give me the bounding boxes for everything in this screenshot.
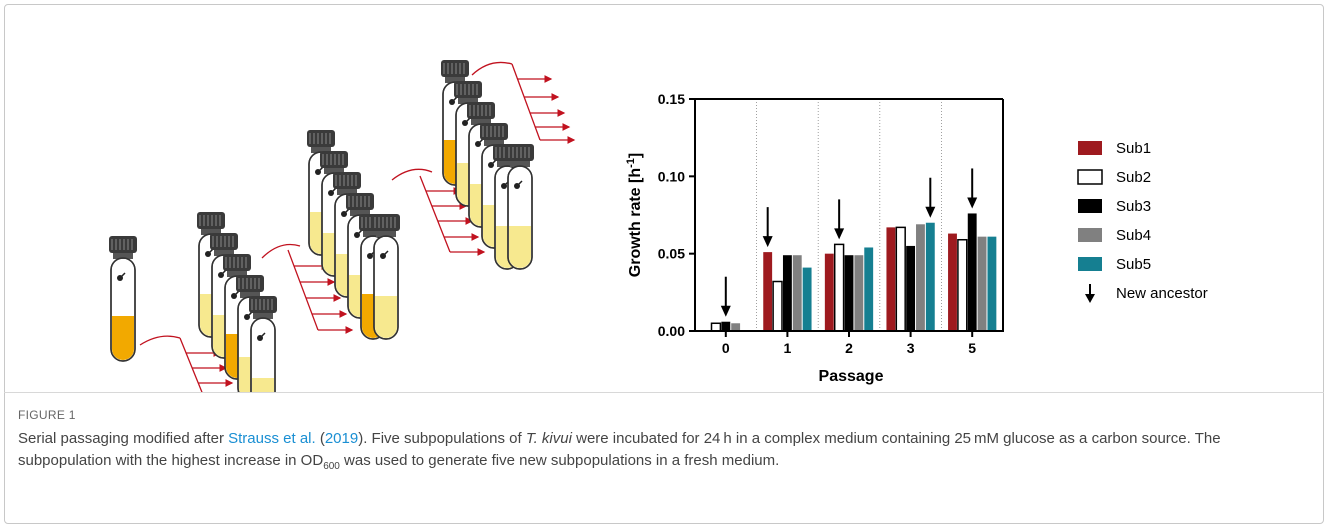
caption-text: ). Five subpopulations of (358, 430, 526, 447)
figure-label: FIGURE 1 (18, 408, 76, 422)
page: Passage Growth rate [h-1] 0.00 0.05 0.10 0.… (0, 0, 1328, 528)
bar (854, 255, 863, 331)
bar (968, 213, 977, 331)
y-axis-title-sup: -1 (625, 158, 637, 168)
legend-label: Sub5 (1116, 256, 1151, 273)
y-tick-label: 0.00 (658, 323, 685, 339)
legend-swatch (1078, 257, 1102, 271)
y-tick-label: 0.10 (658, 168, 685, 184)
ancestor-arrow (763, 207, 773, 247)
x-axis-title: Passage (819, 368, 884, 385)
x-tick-label: 5 (968, 340, 976, 356)
bar (926, 223, 935, 331)
legend-label: Sub2 (1116, 169, 1151, 186)
citation-link[interactable]: 2019 (325, 430, 358, 447)
caption-text: was used to generate five new subpopulat… (340, 452, 779, 469)
legend-arrow-head (1085, 294, 1095, 303)
legend-swatch (1078, 199, 1102, 213)
ancestor-arrow (721, 277, 731, 317)
bar (886, 227, 895, 331)
legend-label: New ancestor (1116, 285, 1208, 302)
subscript: 600 (323, 461, 340, 472)
bar (916, 224, 925, 331)
ancestor-arrow (925, 178, 935, 218)
bar (906, 246, 915, 331)
bar (978, 237, 987, 331)
bar (958, 240, 967, 331)
y-tick-label: 0.05 (658, 246, 685, 262)
bar (864, 247, 873, 331)
citation-link[interactable]: Strauss et al. (228, 430, 316, 447)
legend-swatch (1078, 228, 1102, 242)
x-tick-label: 1 (784, 340, 792, 356)
bar-chart: Passage Growth rate [h-1] 0.00 0.05 0.10 0.… (625, 91, 1208, 385)
bar (987, 237, 996, 331)
bar (763, 252, 772, 331)
legend-label: Sub4 (1116, 227, 1151, 244)
legend-label: Sub1 (1116, 140, 1151, 157)
y-axis-title-main: Growth rate [h (627, 168, 644, 277)
bar (835, 244, 844, 331)
separator (4, 392, 1324, 393)
x-tick-label: 3 (907, 340, 915, 356)
bar (948, 234, 957, 331)
ancestor-arrow (834, 199, 844, 239)
bar (773, 282, 782, 331)
x-tick-label: 2 (845, 340, 853, 356)
tube-illustration (109, 60, 574, 392)
x-tick-label: 0 (722, 340, 730, 356)
legend-label: Sub3 (1116, 198, 1151, 215)
y-axis-title: Growth rate [h-1] (625, 153, 644, 277)
bar (825, 254, 834, 331)
bar (731, 323, 740, 331)
bar (896, 227, 905, 331)
legend-swatch (1078, 170, 1102, 184)
bar (721, 322, 730, 331)
bar (793, 255, 802, 331)
caption-text: Serial passaging modified after (18, 430, 228, 447)
ancestor-arrow (967, 168, 977, 208)
figure-caption: Serial passaging modified after Strauss … (18, 428, 1308, 478)
bar (712, 323, 721, 331)
legend-swatch (1078, 141, 1102, 155)
y-axis-title-end: ] (627, 153, 644, 158)
caption-text: ( (316, 430, 325, 447)
figure: Passage Growth rate [h-1] 0.00 0.05 0.10 0.… (0, 0, 1328, 392)
y-tick-label: 0.15 (658, 91, 685, 107)
bar (803, 268, 812, 331)
bar (783, 255, 792, 331)
bar (845, 255, 854, 331)
species-name: T. kivui (526, 430, 572, 447)
